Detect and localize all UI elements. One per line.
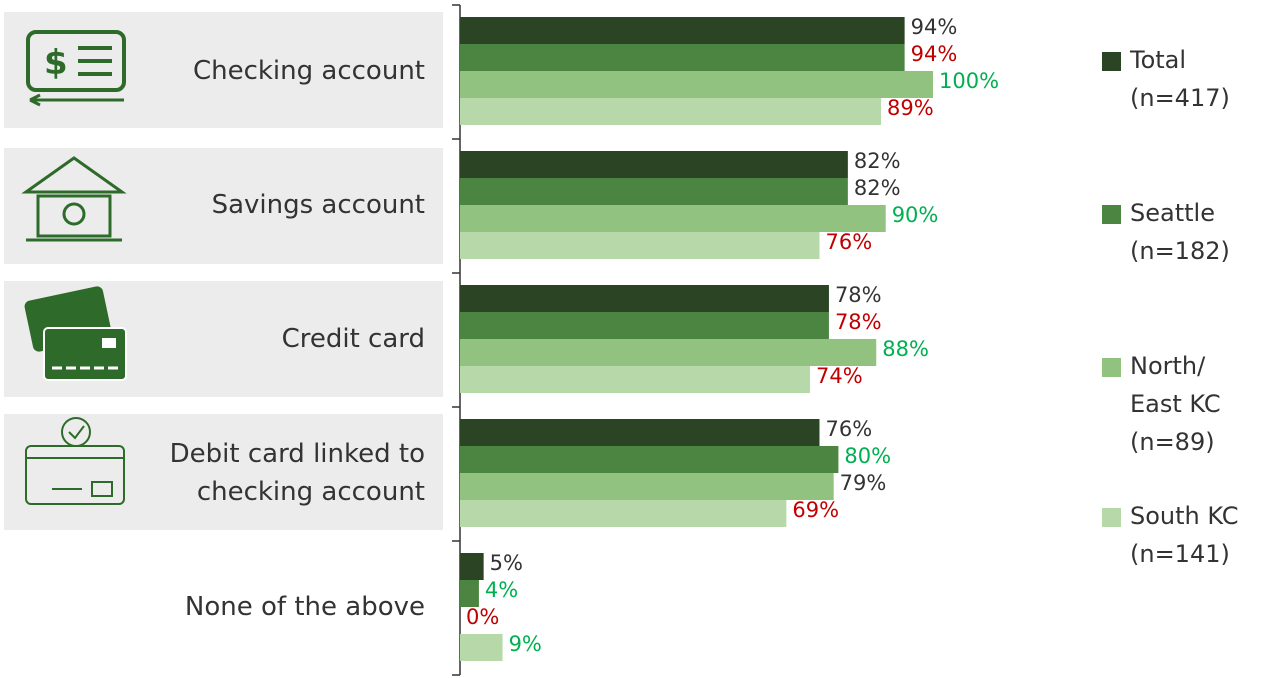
bar <box>460 419 820 446</box>
value-label: 88% <box>882 337 929 361</box>
legend-label: North/ East KC (n=89) <box>1130 352 1221 456</box>
legend-swatch <box>1102 508 1121 527</box>
bar <box>460 500 787 527</box>
bar <box>460 634 503 661</box>
value-label: 78% <box>834 310 882 334</box>
legend-label: Seattle (n=182) <box>1130 199 1230 265</box>
bar <box>460 205 886 232</box>
category-panel <box>4 414 443 530</box>
bar <box>460 553 484 580</box>
value-label: 5% <box>489 551 523 575</box>
svg-text:$: $ <box>44 43 68 83</box>
value-label: 80% <box>844 444 892 468</box>
bar <box>460 312 829 339</box>
value-label: 4% <box>484 578 519 602</box>
legend-label: South KC (n=141) <box>1130 502 1239 568</box>
bar <box>460 580 479 607</box>
value-label: 78% <box>834 283 882 307</box>
bar <box>460 71 933 98</box>
value-label: 9% <box>508 632 542 656</box>
bar <box>460 232 820 259</box>
value-label: 82% <box>853 149 901 173</box>
value-label: 100% <box>939 69 1000 93</box>
value-label: 74% <box>816 364 863 388</box>
bar <box>460 98 881 125</box>
legend-swatch <box>1102 358 1121 377</box>
bar <box>460 339 877 366</box>
bar <box>460 285 829 312</box>
category-label: Credit card <box>281 324 425 354</box>
legend-swatch <box>1102 205 1121 224</box>
value-label: 0% <box>466 605 500 629</box>
bar <box>460 17 905 44</box>
category-label: Savings account <box>211 190 425 220</box>
value-label: 76% <box>825 417 873 441</box>
category-label: None of the above <box>184 592 425 622</box>
bar <box>460 44 905 71</box>
bar <box>460 366 811 393</box>
bar <box>460 151 848 178</box>
category-label: Debit card linked to checking account <box>169 439 425 507</box>
value-label: 94% <box>910 42 958 66</box>
legend-swatch <box>1102 52 1121 71</box>
value-label: 79% <box>839 471 887 495</box>
icons: $ <box>21 30 127 505</box>
value-label: 89% <box>886 96 934 120</box>
value-label: 69% <box>792 498 840 522</box>
bar <box>460 446 839 473</box>
value-label: 90% <box>891 203 939 227</box>
value-label: 76% <box>825 230 873 254</box>
legend-label: Total (n=417) <box>1130 46 1230 112</box>
category-label: Checking account <box>192 56 425 86</box>
bar <box>460 178 848 205</box>
value-label: 82% <box>853 176 901 200</box>
value-label: 94% <box>910 15 958 39</box>
bar <box>460 473 834 500</box>
